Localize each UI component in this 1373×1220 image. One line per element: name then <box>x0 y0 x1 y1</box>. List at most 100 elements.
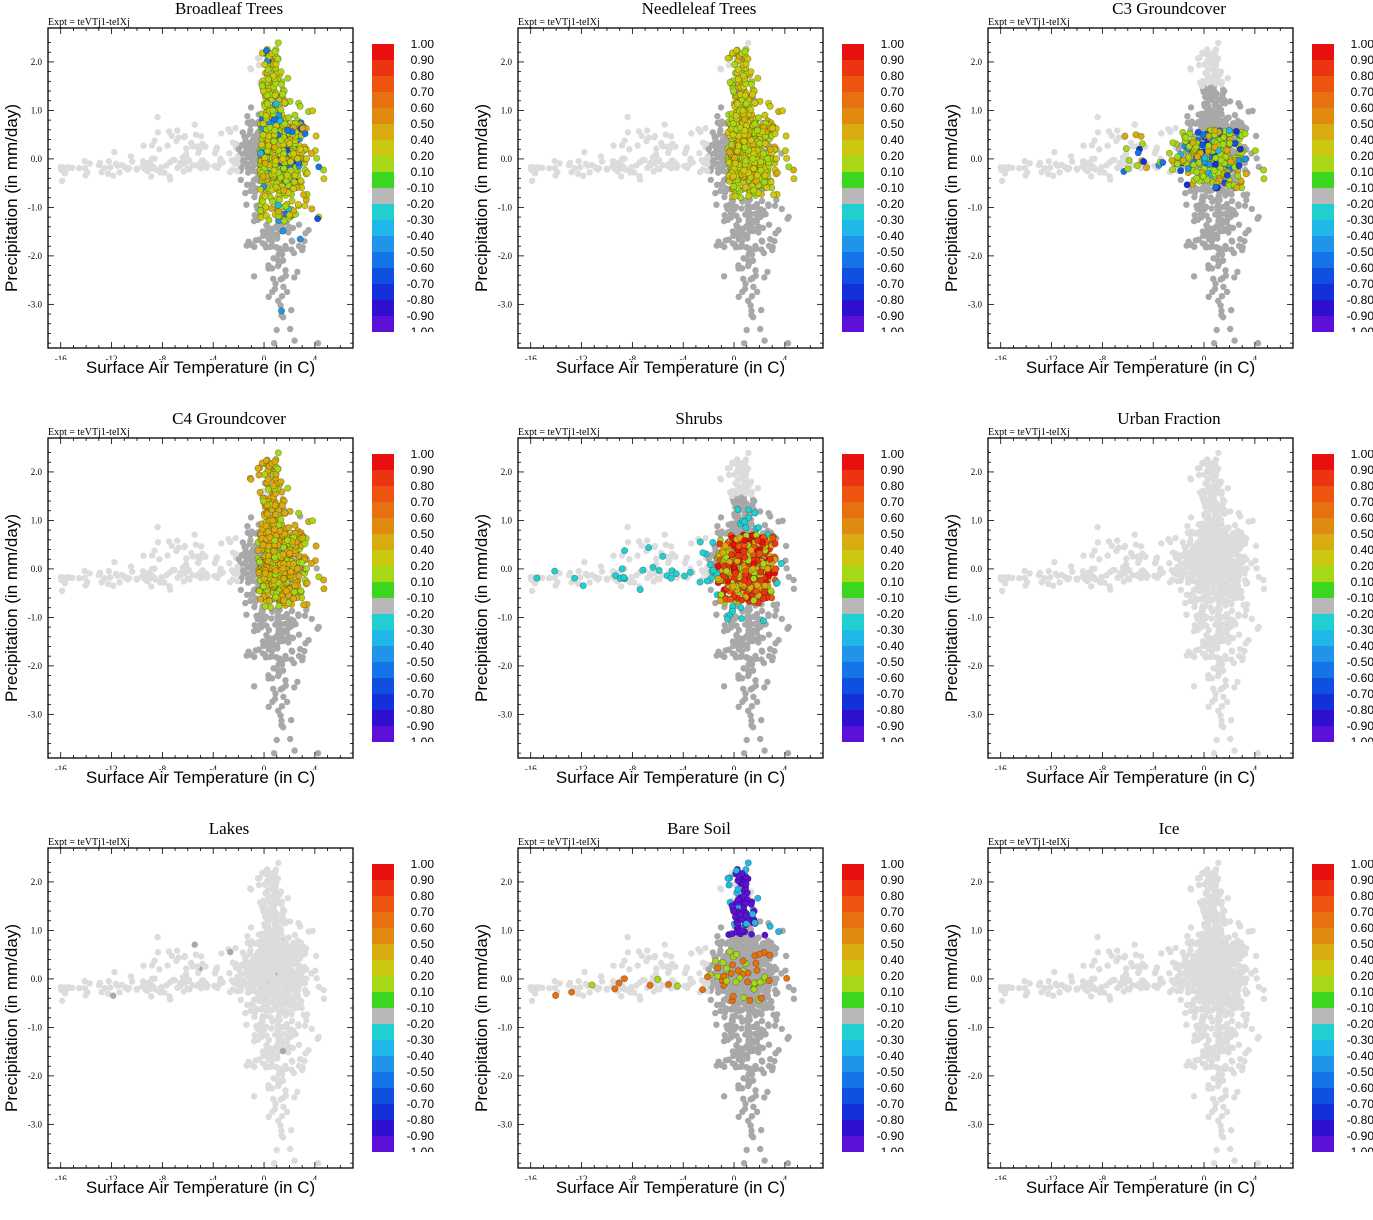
colorbar-swatch <box>372 204 394 220</box>
colorbar-label: -0.90 <box>877 309 905 323</box>
colorbar-label: 0.10 <box>881 165 905 179</box>
data-point <box>278 107 284 113</box>
data-point <box>783 543 789 549</box>
plot-frame <box>48 28 353 348</box>
data-point <box>271 167 277 173</box>
data-point <box>741 167 747 173</box>
data-point <box>730 173 736 179</box>
colorbar-label: 0.40 <box>411 543 435 557</box>
data-point <box>566 162 572 168</box>
colorbar-label: 1.00 <box>881 40 905 51</box>
data-point <box>167 586 173 592</box>
data-point <box>272 49 278 55</box>
data-point <box>102 165 108 171</box>
data-point <box>682 560 688 566</box>
colorbar-label: 0.10 <box>1351 165 1373 179</box>
data-point <box>1170 140 1176 146</box>
data-point <box>710 567 716 573</box>
data-point <box>282 100 288 106</box>
data-point <box>1220 314 1226 320</box>
data-point <box>1242 131 1248 137</box>
data-point <box>690 159 696 165</box>
data-point <box>566 572 572 578</box>
x-axis-label: Surface Air Temperature (in C) <box>48 768 353 788</box>
colorbar-swatch <box>842 124 864 140</box>
data-point <box>155 539 161 545</box>
data-point <box>1232 112 1238 118</box>
data-point <box>730 240 736 246</box>
data-point <box>1185 165 1191 171</box>
data-point <box>280 566 286 572</box>
colorbar-label: 0.60 <box>411 101 435 115</box>
data-point <box>552 568 558 574</box>
data-point <box>1211 340 1217 346</box>
colorbar-label: -0.50 <box>407 245 435 259</box>
data-point <box>751 218 757 224</box>
colorbar-swatch <box>372 614 394 630</box>
data-point <box>125 166 131 172</box>
colorbar-label: 0.20 <box>411 559 435 573</box>
data-point <box>625 129 631 135</box>
colorbar: 1.000.900.800.700.600.500.400.200.10-0.1… <box>842 40 928 332</box>
colorbar-swatch <box>372 188 394 204</box>
data-point <box>748 686 754 692</box>
data-point <box>234 570 240 576</box>
data-point <box>750 228 756 234</box>
data-point <box>245 239 251 245</box>
data-point <box>291 660 297 666</box>
colorbar: 1.000.900.800.700.600.500.400.200.10-0.1… <box>372 450 458 742</box>
colorbar-swatch <box>372 284 394 300</box>
data-point <box>292 172 298 178</box>
data-point <box>272 127 278 133</box>
data-point <box>202 144 208 150</box>
data-point <box>662 531 668 537</box>
data-point <box>774 170 780 176</box>
data-point <box>742 127 748 133</box>
colorbar-swatch <box>372 316 394 332</box>
data-point <box>251 194 257 200</box>
data-point <box>280 638 286 644</box>
colorbar-swatch <box>842 252 864 268</box>
data-point <box>271 577 277 583</box>
data-point <box>748 81 754 87</box>
data-point <box>260 542 266 548</box>
data-point <box>1123 145 1129 151</box>
data-point <box>302 203 308 209</box>
data-point <box>1227 326 1233 332</box>
data-point <box>715 165 721 171</box>
data-point <box>621 164 627 170</box>
data-point <box>305 637 311 643</box>
colorbar-swatch <box>1312 252 1334 268</box>
data-point <box>260 650 266 656</box>
x-tick-label: 4 <box>1253 354 1258 360</box>
data-point <box>1202 193 1208 199</box>
data-point <box>713 612 719 618</box>
x-tick-label: -16 <box>525 764 537 770</box>
data-point <box>260 132 266 138</box>
data-point <box>274 737 280 743</box>
scatter-points <box>528 40 798 347</box>
data-point <box>766 632 772 638</box>
data-point <box>697 539 703 545</box>
data-point <box>750 314 756 320</box>
data-point <box>303 565 309 571</box>
data-point <box>268 615 274 621</box>
data-point <box>733 204 739 210</box>
data-point <box>708 177 714 183</box>
data-point <box>1193 120 1199 126</box>
data-point <box>195 150 201 156</box>
data-point <box>767 513 773 519</box>
y-tick-label: 2.0 <box>501 57 513 67</box>
data-point <box>725 55 731 61</box>
data-point <box>255 547 261 553</box>
data-point <box>772 203 778 209</box>
y-tick-label: -2.0 <box>28 661 43 671</box>
data-point <box>720 140 726 146</box>
data-point <box>730 120 736 126</box>
data-point <box>212 150 218 156</box>
data-point <box>714 523 720 529</box>
data-point <box>252 622 258 628</box>
data-point <box>125 576 131 582</box>
data-point <box>572 165 578 171</box>
data-point <box>154 114 160 120</box>
